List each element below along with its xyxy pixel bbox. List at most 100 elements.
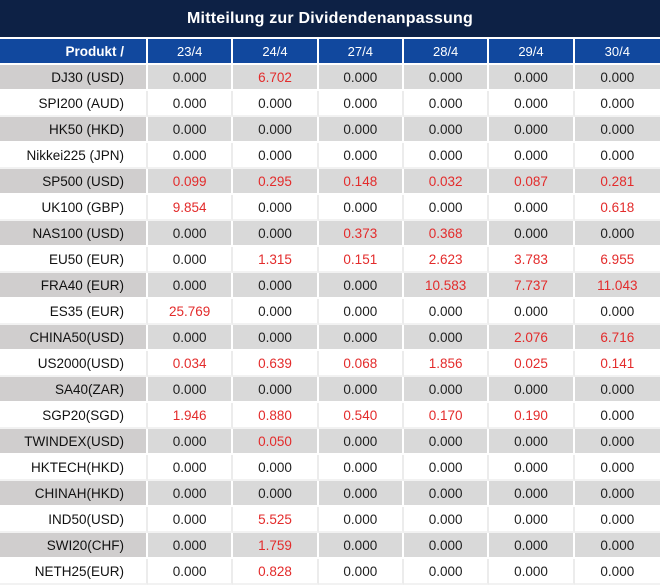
value-cell: 0.000 xyxy=(489,117,575,143)
value-cell: 0.000 xyxy=(403,325,490,351)
value-cell: 1.315 xyxy=(233,247,319,273)
value-cell: 0.000 xyxy=(403,559,490,585)
value-cell: 0.000 xyxy=(574,377,660,403)
value-cell: 6.955 xyxy=(574,247,660,273)
value-cell: 0.000 xyxy=(318,481,404,507)
value-cell: 0.000 xyxy=(489,429,575,455)
value-cell: 0.000 xyxy=(318,65,404,91)
value-cell: 0.368 xyxy=(403,221,490,247)
value-cell: 11.043 xyxy=(574,273,660,299)
value-cell: 0.000 xyxy=(574,117,660,143)
value-cell: 0.000 xyxy=(148,117,234,143)
table-body: DJ30 (USD) 0.000 6.702 0.000 0.000 0.000 0.000… xyxy=(0,65,660,585)
date-column-header: 24/4 xyxy=(233,39,319,65)
value-cell: 0.000 xyxy=(148,273,234,299)
product-cell: Nikkei225 (JPN) xyxy=(0,143,148,169)
value-cell: 0.000 xyxy=(403,377,490,403)
product-cell: NETH25(EUR) xyxy=(0,559,148,585)
date-column-header: 28/4 xyxy=(403,39,490,65)
value-cell: 0.000 xyxy=(489,143,575,169)
value-cell: 0.000 xyxy=(574,65,660,91)
value-cell: 0.000 xyxy=(233,143,319,169)
table-row: HKTECH(HKD) 0.000 0.000 0.000 0.000 0.000 0.00… xyxy=(0,455,660,481)
value-cell: 0.281 xyxy=(574,169,660,195)
value-cell: 0.000 xyxy=(489,377,575,403)
value-cell: 0.000 xyxy=(318,325,404,351)
value-cell: 0.000 xyxy=(148,221,234,247)
value-cell: 0.000 xyxy=(403,65,490,91)
value-cell: 0.000 xyxy=(403,429,490,455)
value-cell: 10.583 xyxy=(403,273,490,299)
value-cell: 0.050 xyxy=(233,429,319,455)
dividend-table: Produkt / 23/4 24/4 27/4 28/4 29/4 30/4 … xyxy=(0,39,660,585)
value-cell: 0.025 xyxy=(489,351,575,377)
product-cell: SP500 (USD) xyxy=(0,169,148,195)
value-cell: 6.716 xyxy=(574,325,660,351)
value-cell: 0.000 xyxy=(233,481,319,507)
value-cell: 0.000 xyxy=(233,117,319,143)
value-cell: 3.783 xyxy=(489,247,575,273)
table-row: SGP20(SGD) 1.946 0.880 0.540 0.170 0.190 0.000 xyxy=(0,403,660,429)
value-cell: 0.034 xyxy=(148,351,234,377)
value-cell: 0.000 xyxy=(318,299,404,325)
product-cell: ES35 (EUR) xyxy=(0,299,148,325)
product-column-header: Produkt / xyxy=(0,39,148,65)
value-cell: 0.000 xyxy=(233,195,319,221)
value-cell: 0.295 xyxy=(233,169,319,195)
product-cell: SWI20(CHF) xyxy=(0,533,148,559)
value-cell: 0.000 xyxy=(574,559,660,585)
product-cell: TWINDEX(USD) xyxy=(0,429,148,455)
title-bar: Mitteilung zur Dividendenanpassung xyxy=(0,0,660,39)
product-cell: SGP20(SGD) xyxy=(0,403,148,429)
value-cell: 0.148 xyxy=(318,169,404,195)
product-cell: US2000(USD) xyxy=(0,351,148,377)
value-cell: 0.000 xyxy=(574,403,660,429)
value-cell: 0.000 xyxy=(318,143,404,169)
value-cell: 0.087 xyxy=(489,169,575,195)
value-cell: 2.076 xyxy=(489,325,575,351)
table-row: ES35 (EUR) 25.769 0.000 0.000 0.000 0.000 0.00… xyxy=(0,299,660,325)
date-column-header: 30/4 xyxy=(574,39,660,65)
value-cell: 0.000 xyxy=(489,299,575,325)
value-cell: 0.000 xyxy=(489,221,575,247)
product-cell: NAS100 (USD) xyxy=(0,221,148,247)
value-cell: 0.000 xyxy=(318,377,404,403)
product-cell: HKTECH(HKD) xyxy=(0,455,148,481)
value-cell: 0.000 xyxy=(403,143,490,169)
value-cell: 0.000 xyxy=(318,195,404,221)
value-cell: 0.000 xyxy=(318,533,404,559)
product-cell: DJ30 (USD) xyxy=(0,65,148,91)
value-cell: 0.000 xyxy=(233,273,319,299)
value-cell: 0.000 xyxy=(403,117,490,143)
date-column-header: 27/4 xyxy=(318,39,404,65)
value-cell: 9.854 xyxy=(148,195,234,221)
table-row: SPI200 (AUD) 0.000 0.000 0.000 0.000 0.000 0.0… xyxy=(0,91,660,117)
value-cell: 6.702 xyxy=(233,65,319,91)
product-cell: EU50 (EUR) xyxy=(0,247,148,273)
value-cell: 0.000 xyxy=(574,143,660,169)
product-cell: IND50(USD) xyxy=(0,507,148,533)
table-row: NAS100 (USD) 0.000 0.000 0.373 0.368 0.000 0.0… xyxy=(0,221,660,247)
value-cell: 0.000 xyxy=(489,481,575,507)
product-cell: CHINAH(HKD) xyxy=(0,481,148,507)
value-cell: 0.000 xyxy=(233,91,319,117)
value-cell: 0.000 xyxy=(148,377,234,403)
value-cell: 1.946 xyxy=(148,403,234,429)
product-cell: UK100 (GBP) xyxy=(0,195,148,221)
value-cell: 0.068 xyxy=(318,351,404,377)
value-cell: 0.000 xyxy=(233,377,319,403)
value-cell: 0.000 xyxy=(574,429,660,455)
header-row: Produkt / 23/4 24/4 27/4 28/4 29/4 30/4 xyxy=(0,39,660,65)
date-column-header: 23/4 xyxy=(148,39,234,65)
value-cell: 0.000 xyxy=(148,455,234,481)
value-cell: 0.000 xyxy=(148,533,234,559)
value-cell: 0.000 xyxy=(318,559,404,585)
page-title: Mitteilung zur Dividendenanpassung xyxy=(187,9,473,27)
value-cell: 2.623 xyxy=(403,247,490,273)
value-cell: 0.000 xyxy=(403,455,490,481)
table-row: DJ30 (USD) 0.000 6.702 0.000 0.000 0.000 0.000 xyxy=(0,65,660,91)
value-cell: 0.000 xyxy=(148,247,234,273)
value-cell: 1.856 xyxy=(403,351,490,377)
product-cell: FRA40 (EUR) xyxy=(0,273,148,299)
value-cell: 0.000 xyxy=(489,195,575,221)
